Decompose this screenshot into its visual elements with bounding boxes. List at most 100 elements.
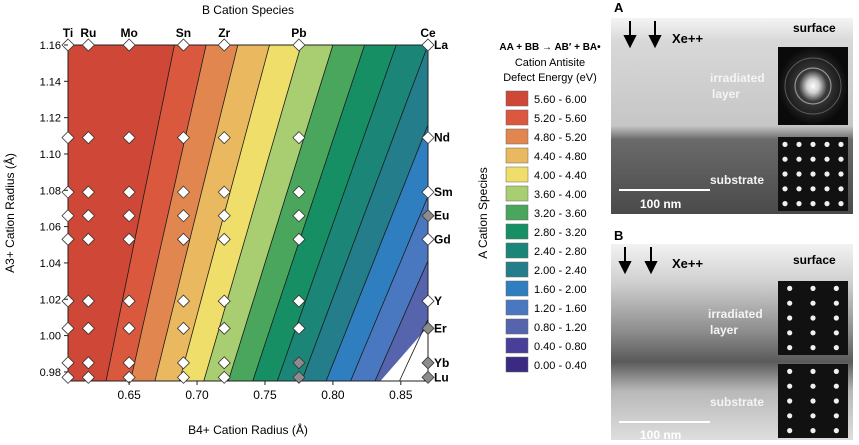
- y-tick-label: 1.06: [40, 222, 61, 234]
- data-marker: [122, 38, 136, 52]
- data-marker: [176, 131, 191, 145]
- diffraction-spot: [810, 330, 816, 336]
- a-species-label: Er: [434, 321, 447, 335]
- legend-label: 4.80 - 5.20: [534, 132, 587, 144]
- blank-region: [380, 326, 428, 381]
- diffraction-spot: [833, 428, 839, 434]
- a-species-label: Eu: [434, 209, 449, 223]
- legend-formula: AA + BB → AB′ + BA•: [499, 42, 601, 53]
- legend-title: AA + BB → AB′ + BA• Cation Antisite Defe…: [499, 42, 601, 84]
- y-tick-label: 1.12: [40, 113, 61, 125]
- diffraction-spot: [838, 201, 844, 207]
- legend-label: 3.60 - 4.00: [534, 189, 587, 201]
- data-marker: [217, 294, 231, 308]
- diffraction-spot: [824, 186, 830, 192]
- legend-title-line-1: Cation Antisite: [515, 57, 585, 69]
- a-species-label: Nd: [434, 131, 450, 145]
- diffraction-spot: [833, 330, 839, 336]
- y-tick-label: 1.08: [40, 185, 61, 197]
- legend-title-line-2: Defect Energy (eV): [503, 72, 597, 84]
- data-markers: [61, 38, 435, 384]
- data-marker: [61, 370, 75, 384]
- legend-swatch: [505, 337, 529, 354]
- diffraction-spot: [810, 300, 816, 306]
- legend-swatch: [505, 318, 529, 335]
- data-marker: [81, 370, 95, 384]
- diffraction-spot: [796, 171, 802, 177]
- diffraction-spot: [787, 300, 793, 306]
- diffraction-spot: [810, 383, 816, 389]
- diffraction-spot: [810, 141, 816, 147]
- diffraction-spot: [810, 413, 816, 419]
- diffraction-spot: [787, 345, 793, 351]
- diffraction-spot: [833, 300, 839, 306]
- sadp-ring-a: [794, 67, 832, 105]
- data-marker: [292, 185, 306, 199]
- diffraction-spot: [833, 398, 839, 404]
- y-tick-label: 1.16: [40, 40, 61, 52]
- y-tick-label: 1.10: [40, 149, 61, 161]
- legend-swatch: [505, 185, 529, 202]
- layer-label-b-2: layer: [710, 323, 738, 337]
- diffraction-spot: [782, 156, 788, 162]
- data-marker: [61, 232, 75, 246]
- data-marker: [217, 232, 231, 246]
- diffraction-spot: [787, 368, 793, 374]
- data-marker: [81, 209, 95, 223]
- a-species-label: Gd: [434, 232, 451, 246]
- data-marker: [81, 321, 95, 335]
- legend-label: 2.40 - 2.80: [534, 246, 587, 258]
- data-marker: [122, 356, 136, 370]
- b-species-label: Ru: [80, 26, 96, 40]
- ion-label-a: Xe++: [672, 31, 703, 46]
- legend-label: 0.80 - 1.20: [534, 322, 587, 334]
- x-axis-label: B4+ Cation Radius (Å): [188, 422, 308, 437]
- y-axis-ticks: 0.98 1.00 1.02 1.04 1.06 1.08 1.10 1.12 1.14 1.16: [40, 40, 68, 379]
- data-marker: [421, 38, 435, 52]
- data-marker: [176, 38, 191, 52]
- diffraction-spot: [796, 201, 802, 207]
- x-tick-label: 0.85: [389, 388, 413, 402]
- legend-swatch: [505, 299, 529, 316]
- legend-label: 4.40 - 4.80: [534, 151, 587, 163]
- data-marker: [217, 356, 231, 370]
- b-species-label: Mo: [120, 26, 137, 40]
- diffraction-spot: [833, 285, 839, 291]
- data-marker: [176, 185, 191, 199]
- diffraction-spot: [782, 141, 788, 147]
- diffraction-spot: [810, 186, 816, 192]
- panel-letter-a: A: [614, 0, 624, 15]
- data-marker: [421, 321, 435, 335]
- data-marker: [81, 131, 95, 145]
- b-species-label: Ce: [420, 26, 436, 40]
- diffraction-spot: [810, 201, 816, 207]
- x-axis-ticks: 0.65 0.70 0.75 0.80 0.85: [117, 381, 413, 402]
- diffraction-spot: [838, 171, 844, 177]
- data-marker: [421, 356, 435, 370]
- legend-swatch: [505, 166, 529, 183]
- data-marker: [176, 209, 191, 223]
- diffraction-spot: [810, 345, 816, 351]
- data-marker: [61, 131, 75, 145]
- diffraction-spot: [787, 330, 793, 336]
- legend-label: 2.80 - 3.20: [534, 227, 587, 239]
- diffraction-spot: [833, 383, 839, 389]
- legend-swatch: [505, 280, 529, 297]
- data-marker: [61, 321, 75, 335]
- diffraction-spot: [810, 285, 816, 291]
- data-marker: [176, 294, 191, 308]
- legend-swatch: [505, 90, 529, 107]
- diffraction-spots-a: [782, 141, 844, 207]
- ion-arrows-a: [623, 21, 662, 49]
- diffraction-spot: [796, 156, 802, 162]
- b-species-label: Ti: [63, 26, 73, 40]
- diffraction-spot: [838, 156, 844, 162]
- diffraction-spot: [787, 398, 793, 404]
- legend-swatch: [505, 223, 529, 240]
- legend-label: 1.20 - 1.60: [534, 303, 587, 315]
- data-marker: [217, 131, 231, 145]
- data-marker: [292, 356, 306, 370]
- x-tick-label: 0.65: [117, 388, 141, 402]
- data-marker: [217, 185, 231, 199]
